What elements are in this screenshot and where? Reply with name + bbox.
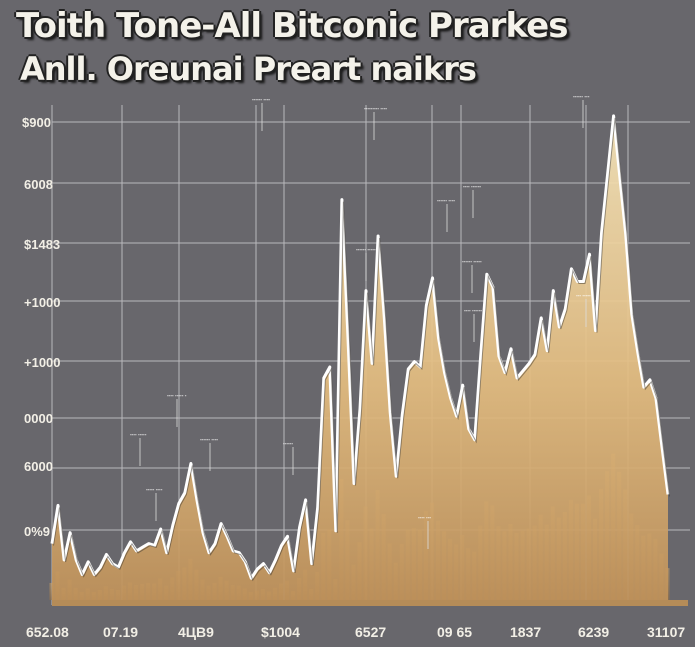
- annotation-label: ------ -----: [462, 259, 482, 265]
- y-tick-label: +1000: [24, 355, 61, 370]
- y-tick-label: 0000: [24, 411, 53, 426]
- annotation-label: ------ ----: [437, 198, 455, 204]
- price-line: [50, 114, 670, 580]
- volume-bar: [49, 582, 54, 600]
- y-tick-label: 6000: [24, 459, 53, 474]
- annotation-label: ------: [283, 441, 293, 447]
- price-area: [52, 115, 668, 601]
- x-tick-label: 6239: [578, 624, 609, 640]
- x-tick-label: 1837: [510, 624, 541, 640]
- annotation-label: --------- ----: [364, 106, 387, 112]
- annotation-label: --- -----: [576, 293, 591, 299]
- x-tick-label: 652.08: [26, 624, 69, 640]
- y-tick-label: 6008: [24, 177, 53, 192]
- x-tick-label: 4ЦB9: [178, 624, 214, 640]
- chart-subtitle: Anll. Oreunai Preart naikrs: [20, 50, 477, 88]
- x-tick-label: 07.19: [103, 624, 138, 640]
- annotation-label: ------ ------: [356, 247, 378, 253]
- annotation-label: ------ ---: [573, 94, 590, 100]
- x-tick-label: 31107: [647, 624, 685, 640]
- annotation-label: ---- ------: [463, 184, 481, 190]
- annotation-label: ---- ------: [464, 308, 482, 314]
- y-tick-label: 0%9: [24, 524, 50, 539]
- annotation-label: ---- -----: [130, 432, 147, 438]
- y-tick-label: +1000: [24, 295, 61, 310]
- annotation-label: ----- ----: [146, 487, 163, 493]
- x-tick-label: 09 65: [437, 624, 472, 640]
- y-tick-label: $1483: [24, 237, 60, 252]
- y-axis-ticks: $900 6008 $1483 +1000 +1000 0000 6000 0%9: [22, 115, 61, 539]
- annotation-label: ---- ---: [418, 515, 431, 521]
- x-tick-label: 6527: [355, 624, 386, 640]
- x-tick-label: $1004: [261, 624, 300, 640]
- annotation-label: ------ ----: [200, 437, 218, 443]
- chart-title: Toith Tone-All Bitconic Prarkes: [16, 6, 568, 46]
- baseline: [52, 600, 688, 606]
- area-series: [49, 114, 688, 606]
- y-tick-label: $900: [22, 115, 51, 130]
- annotations: ------ ------------- ---------- ------- …: [130, 94, 591, 549]
- x-axis-ticks: 652.08 07.19 4ЦB9 $1004 6527 09 65 1837 6239 311…: [26, 624, 685, 640]
- price-line-shadow: [53, 117, 670, 582]
- annotation-label: ---- ----- -: [167, 393, 187, 399]
- annotation-label: ------ ----: [252, 97, 270, 103]
